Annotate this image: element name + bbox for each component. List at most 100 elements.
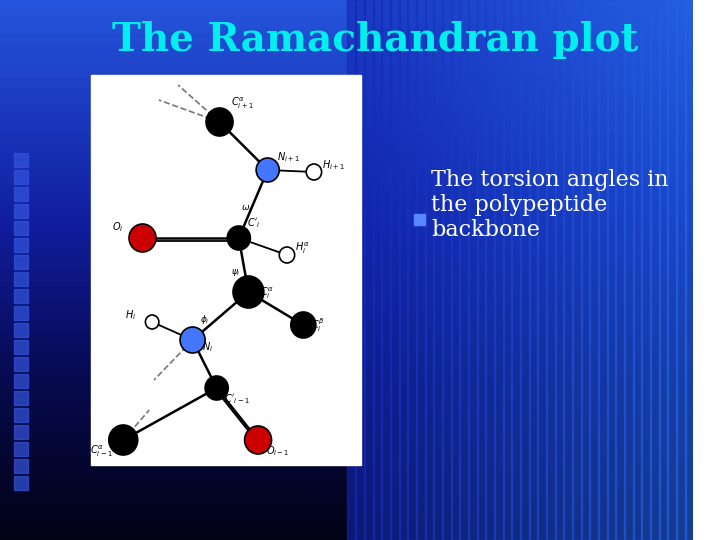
- Bar: [0, 269, 693, 275]
- Bar: [0, 37, 693, 43]
- Bar: [0, 372, 693, 378]
- Bar: [0, 485, 693, 491]
- Bar: [0, 199, 693, 205]
- Bar: [0, 517, 693, 524]
- Bar: [0, 242, 693, 248]
- Bar: [0, 145, 693, 151]
- Bar: [0, 377, 693, 383]
- Bar: [14, 425, 28, 439]
- Bar: [0, 345, 693, 351]
- Text: $C'_{i-1}$: $C'_{i-1}$: [225, 392, 250, 406]
- Bar: [442, 0, 451, 540]
- Bar: [14, 391, 28, 405]
- Bar: [14, 221, 28, 235]
- Bar: [0, 426, 693, 432]
- Bar: [373, 0, 382, 540]
- Text: backbone: backbone: [431, 219, 540, 241]
- Bar: [0, 409, 693, 416]
- Bar: [433, 0, 443, 540]
- Bar: [650, 0, 660, 540]
- Bar: [0, 264, 693, 270]
- Bar: [589, 0, 599, 540]
- Bar: [0, 469, 693, 475]
- Bar: [0, 75, 693, 81]
- Bar: [14, 238, 28, 252]
- Circle shape: [233, 276, 264, 308]
- Bar: [528, 0, 539, 540]
- Bar: [0, 166, 693, 173]
- Text: $\phi_i$: $\phi_i$: [200, 313, 210, 326]
- Bar: [0, 301, 693, 308]
- Bar: [0, 193, 693, 200]
- Bar: [485, 0, 495, 540]
- Bar: [0, 528, 693, 535]
- Bar: [0, 507, 693, 513]
- Bar: [0, 280, 693, 286]
- Bar: [0, 210, 693, 216]
- Bar: [0, 220, 693, 227]
- Bar: [14, 289, 28, 303]
- Circle shape: [205, 376, 228, 400]
- Bar: [0, 404, 693, 410]
- Bar: [14, 476, 28, 490]
- Bar: [0, 4, 693, 11]
- Bar: [0, 474, 693, 481]
- Circle shape: [306, 164, 322, 180]
- Bar: [494, 0, 503, 540]
- Bar: [14, 323, 28, 337]
- Bar: [0, 48, 693, 54]
- Bar: [0, 226, 693, 232]
- Bar: [624, 0, 634, 540]
- Bar: [0, 31, 693, 38]
- Bar: [14, 357, 28, 371]
- Bar: [0, 102, 693, 108]
- Bar: [0, 150, 693, 157]
- Bar: [14, 459, 28, 473]
- Text: $H^{\alpha}_i$: $H^{\alpha}_i$: [294, 241, 309, 256]
- Bar: [0, 366, 693, 373]
- Bar: [0, 26, 693, 32]
- Bar: [0, 0, 693, 5]
- Circle shape: [279, 247, 294, 263]
- Bar: [0, 463, 693, 470]
- Bar: [667, 0, 677, 540]
- Bar: [0, 139, 693, 146]
- Bar: [0, 215, 693, 221]
- Text: $\omega_i$: $\omega_i$: [240, 203, 252, 213]
- Bar: [355, 0, 365, 540]
- Text: $H_i$: $H_i$: [125, 308, 136, 322]
- Bar: [14, 204, 28, 218]
- Bar: [0, 53, 693, 59]
- Bar: [0, 323, 693, 329]
- Bar: [0, 436, 693, 443]
- Bar: [0, 496, 693, 502]
- Bar: [520, 0, 530, 540]
- Bar: [685, 0, 694, 540]
- Bar: [511, 0, 521, 540]
- Bar: [0, 318, 693, 324]
- Bar: [0, 161, 693, 167]
- Bar: [0, 112, 693, 119]
- Bar: [0, 172, 693, 178]
- Bar: [0, 399, 693, 405]
- Bar: [0, 274, 693, 281]
- Bar: [0, 42, 693, 49]
- Bar: [503, 0, 512, 540]
- Bar: [0, 21, 693, 27]
- Bar: [382, 0, 391, 540]
- Bar: [616, 0, 625, 540]
- Bar: [14, 255, 28, 269]
- Bar: [399, 0, 408, 540]
- Bar: [14, 153, 28, 167]
- Bar: [546, 0, 556, 540]
- Bar: [0, 177, 693, 184]
- Bar: [477, 0, 486, 540]
- Bar: [554, 0, 564, 540]
- Bar: [0, 204, 693, 211]
- Bar: [0, 253, 693, 259]
- Bar: [0, 523, 693, 529]
- Bar: [0, 431, 693, 437]
- Bar: [0, 85, 693, 92]
- Text: The torsion angles in: The torsion angles in: [431, 169, 669, 191]
- Bar: [459, 0, 469, 540]
